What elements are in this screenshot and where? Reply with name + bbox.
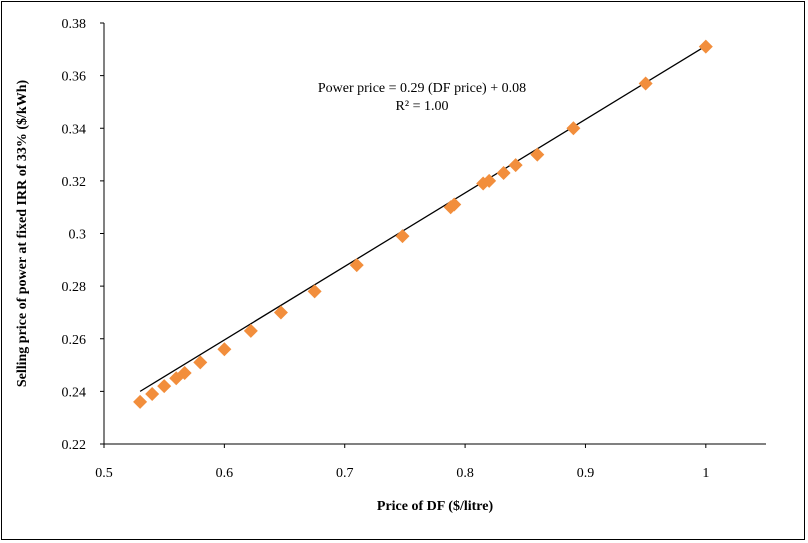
data-point (177, 365, 192, 380)
x-tick-label: 0.8 (456, 466, 474, 481)
data-point (482, 173, 497, 188)
data-point (698, 39, 713, 54)
axes (100, 22, 766, 448)
data-point (217, 342, 232, 357)
y-tick-label: 0.36 (62, 70, 87, 85)
y-tick-label: 0.34 (62, 122, 87, 137)
data-point (395, 229, 410, 244)
data-point (496, 165, 511, 180)
x-tick-label: 0.5 (95, 466, 113, 481)
y-tick-labels: 0.22 0.24 0.26 0.28 0.3 0.32 0.34 0.36 0.38 (62, 17, 87, 453)
data-point (349, 258, 364, 273)
data-point (157, 379, 172, 394)
x-tick-label: 1 (702, 466, 709, 481)
x-tick-label: 0.7 (336, 466, 354, 481)
data-point (145, 387, 160, 402)
data-point (566, 121, 581, 136)
y-tick-label: 0.28 (62, 280, 87, 295)
y-axis-title: Selling price of power at fixed IRR of 3… (15, 79, 30, 387)
trendline-equation: Power price = 0.29 (DF price) + 0.08 (318, 81, 526, 96)
data-point (447, 197, 462, 212)
y-tick-label: 0.26 (62, 333, 87, 348)
y-tick-label: 0.3 (69, 228, 87, 243)
data-point (638, 76, 653, 91)
data-point (307, 284, 322, 299)
data-point (508, 158, 523, 173)
data-point (133, 394, 148, 409)
data-points (133, 39, 713, 409)
data-point (530, 147, 545, 162)
x-tick-label: 0.9 (577, 466, 595, 481)
data-point (193, 355, 208, 370)
x-axis-title: Price of DF ($/litre) (377, 499, 494, 514)
y-tick-label: 0.24 (62, 385, 87, 400)
x-tick-label: 0.6 (216, 466, 234, 481)
trendline (139, 45, 707, 392)
y-tick-label: 0.22 (62, 438, 87, 453)
y-tick-label: 0.32 (62, 175, 87, 190)
x-tick-labels: 0.5 0.6 0.7 0.8 0.9 1 (95, 466, 709, 481)
y-tick-label: 0.38 (62, 17, 87, 32)
r-squared-label: R² = 1.00 (396, 99, 449, 114)
data-point (273, 305, 288, 320)
data-point (243, 323, 258, 338)
